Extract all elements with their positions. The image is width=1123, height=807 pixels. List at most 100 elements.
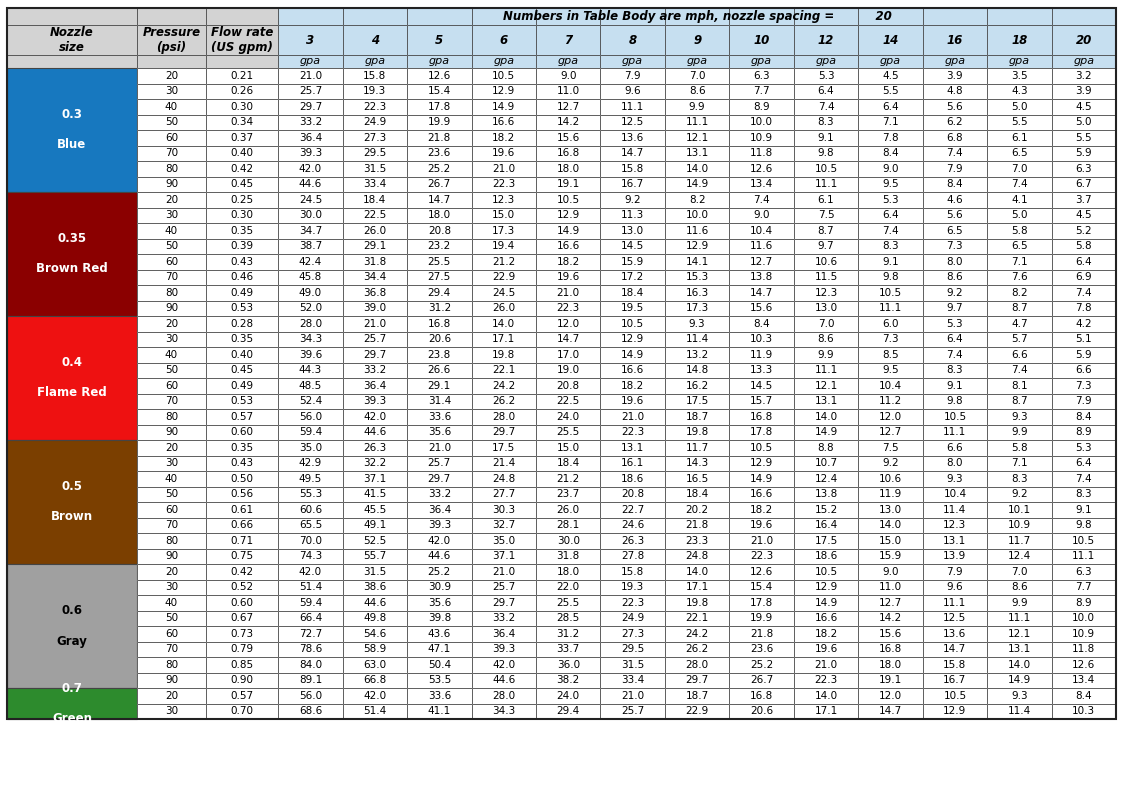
Bar [408, 68, 472, 83]
Bar [137, 672, 207, 688]
Text: 52.4: 52.4 [299, 396, 322, 406]
Text: 4.6: 4.6 [947, 194, 964, 205]
Text: 24.8: 24.8 [685, 551, 709, 561]
Text: 0.42: 0.42 [230, 164, 254, 174]
Bar [987, 440, 1051, 455]
Text: 0.85: 0.85 [230, 660, 254, 670]
Bar [343, 517, 408, 533]
Text: 33.2: 33.2 [492, 613, 515, 623]
Bar [207, 207, 279, 223]
Text: 9.9: 9.9 [1011, 427, 1028, 437]
Text: 60.6: 60.6 [299, 504, 322, 515]
Bar [665, 207, 729, 223]
Bar [987, 642, 1051, 657]
Text: 80: 80 [165, 536, 179, 546]
Bar [279, 55, 343, 68]
Bar [279, 409, 343, 424]
Text: 70: 70 [165, 272, 179, 282]
Bar [665, 25, 729, 55]
Bar [279, 394, 343, 409]
Bar [472, 316, 536, 332]
Bar [207, 672, 279, 688]
Text: 12.7: 12.7 [750, 257, 774, 267]
Bar [137, 533, 207, 549]
Text: 16.7: 16.7 [943, 675, 967, 685]
Text: 33.2: 33.2 [428, 489, 451, 500]
Text: 0.34: 0.34 [230, 117, 254, 128]
Bar [1051, 487, 1116, 502]
Bar [923, 564, 987, 579]
Bar [408, 409, 472, 424]
Text: 30: 30 [165, 211, 179, 220]
Bar [536, 25, 601, 55]
Bar [987, 207, 1051, 223]
Bar [923, 83, 987, 99]
Text: 11.9: 11.9 [879, 489, 902, 500]
Text: 12.3: 12.3 [814, 288, 838, 298]
Bar [923, 455, 987, 471]
Bar [343, 672, 408, 688]
Bar [472, 55, 536, 68]
Text: 4.5: 4.5 [883, 71, 898, 81]
Bar [665, 362, 729, 378]
Bar [794, 145, 858, 161]
Text: 19.9: 19.9 [428, 117, 451, 128]
Bar [794, 471, 858, 487]
Bar [729, 316, 794, 332]
Bar [137, 130, 207, 145]
Bar [408, 378, 472, 394]
Text: 11.4: 11.4 [943, 504, 967, 515]
Text: 0.43: 0.43 [230, 257, 254, 267]
Text: 80: 80 [165, 660, 179, 670]
Bar [665, 626, 729, 642]
Bar [536, 394, 601, 409]
Bar [7, 688, 137, 719]
Text: 30: 30 [165, 334, 179, 345]
Text: 65.5: 65.5 [299, 521, 322, 530]
Bar [665, 394, 729, 409]
Text: 50: 50 [165, 489, 179, 500]
Text: 0.35: 0.35 [230, 334, 254, 345]
Bar [987, 394, 1051, 409]
Text: 15.9: 15.9 [879, 551, 902, 561]
Bar [536, 595, 601, 611]
Bar [472, 378, 536, 394]
Bar [601, 549, 665, 564]
Bar [923, 130, 987, 145]
Text: 21.0: 21.0 [364, 319, 386, 328]
Bar [536, 611, 601, 626]
Bar [794, 99, 858, 115]
Text: 22.3: 22.3 [621, 427, 645, 437]
Text: 12.7: 12.7 [557, 102, 579, 111]
Bar [343, 688, 408, 704]
Bar [472, 579, 536, 595]
Bar [207, 161, 279, 177]
Bar [987, 99, 1051, 115]
Bar [536, 549, 601, 564]
Bar [601, 487, 665, 502]
Bar [923, 207, 987, 223]
Bar [279, 145, 343, 161]
Bar [858, 394, 923, 409]
Text: 74.3: 74.3 [299, 551, 322, 561]
Bar [794, 704, 858, 719]
Bar [987, 657, 1051, 672]
Bar [536, 533, 601, 549]
Bar [601, 688, 665, 704]
Bar [987, 223, 1051, 239]
Text: 44.6: 44.6 [363, 598, 386, 608]
Text: 19.6: 19.6 [557, 272, 579, 282]
Bar [858, 688, 923, 704]
Bar [601, 704, 665, 719]
Bar [858, 254, 923, 270]
Text: 10.9: 10.9 [1072, 629, 1095, 639]
Bar [601, 270, 665, 285]
Text: 12.9: 12.9 [557, 211, 579, 220]
Bar [207, 626, 279, 642]
Bar [729, 502, 794, 517]
Bar [7, 8, 1116, 719]
Bar [923, 68, 987, 83]
Text: 12.0: 12.0 [879, 691, 902, 700]
Bar [601, 579, 665, 595]
Bar [729, 657, 794, 672]
